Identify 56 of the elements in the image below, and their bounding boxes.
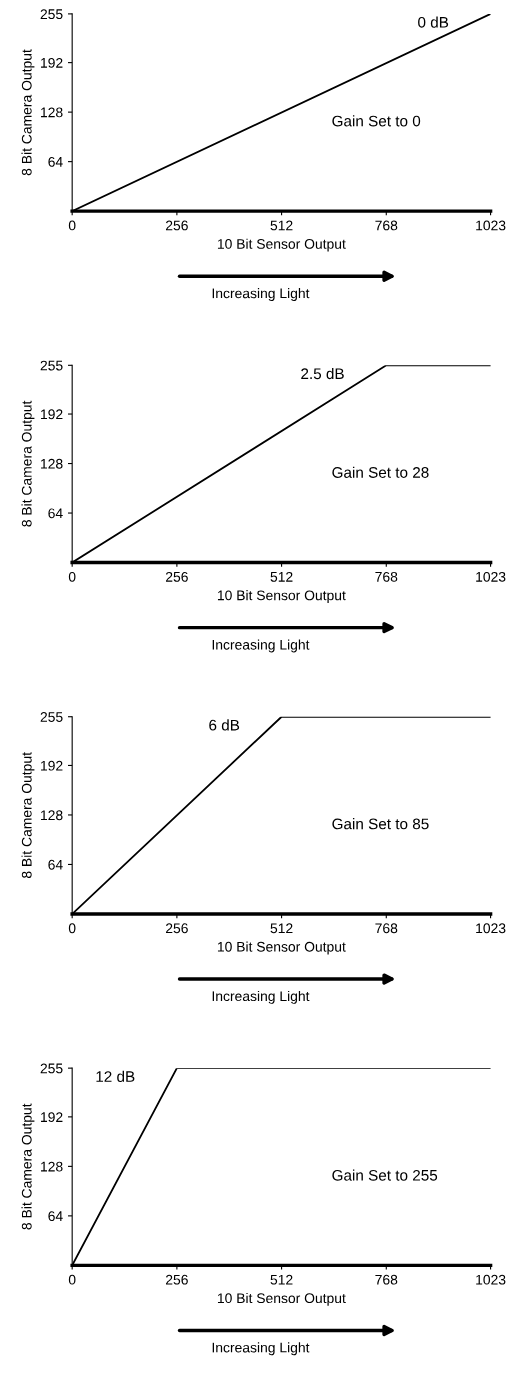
y-tick-label: 64 <box>48 508 63 519</box>
y-tick-label: 192 <box>41 409 63 420</box>
y-axis-title: 8 Bit Camera Output <box>21 1103 35 1230</box>
y-tick-label: 255 <box>40 1063 63 1074</box>
x-tick-label: 512 <box>270 1274 293 1285</box>
y-tick-label: 255 <box>40 360 63 371</box>
annotation: 0 dB <box>418 16 449 28</box>
text: Increasing Light <box>212 639 310 653</box>
x-tick-label: 768 <box>375 1274 398 1285</box>
annotation: Gain Set to 0 <box>332 115 421 127</box>
y-axis-title: 8 Bit Camera Output <box>21 752 35 879</box>
y-tick-label: 255 <box>40 9 63 20</box>
y-tick-label: 192 <box>41 760 63 771</box>
y-tick-label: 255 <box>40 712 63 722</box>
annotation: Gain Set to 85 <box>332 818 429 830</box>
annotation: Gain Set to 28 <box>332 466 429 478</box>
y-tick-label: 128 <box>41 458 63 469</box>
text: Increasing Light <box>212 990 310 1004</box>
x-tick-label: 512 <box>270 923 293 934</box>
x-tick-label: 0 <box>68 220 76 231</box>
y-tick-label: 128 <box>41 107 63 118</box>
text: Increasing Light <box>212 1342 310 1356</box>
y-tick-label: 64 <box>48 156 63 167</box>
text: Increasing Light <box>212 288 310 301</box>
x-tick-label: 1023 <box>476 220 506 231</box>
y-tick-label: 64 <box>48 859 63 870</box>
y-tick-label: 64 <box>48 1211 63 1222</box>
x-tick-label: 768 <box>375 923 398 934</box>
annotation: 2.5 dB <box>301 367 344 380</box>
annotation: 6 dB <box>209 719 240 731</box>
x-tick-label: 256 <box>165 1274 188 1285</box>
x-tick-label: 0 <box>68 571 76 582</box>
x-axis-title: 10 Bit Sensor Output <box>217 590 346 604</box>
y-tick-label: 192 <box>41 1112 63 1123</box>
y-tick-label: 128 <box>41 1161 63 1172</box>
x-axis-title: 10 Bit Sensor Output <box>217 941 346 955</box>
annotation: 12 dB <box>96 1070 135 1082</box>
x-tick-label: 256 <box>165 923 188 934</box>
x-tick-label: 256 <box>165 571 188 582</box>
y-tick-label: 128 <box>41 810 63 821</box>
annotation: Gain Set to 255 <box>332 1169 438 1181</box>
x-tick-label: 1023 <box>476 1274 506 1285</box>
x-tick-label: 768 <box>375 571 398 582</box>
x-tick-label: 512 <box>270 220 293 231</box>
x-tick-label: 256 <box>165 220 188 231</box>
x-tick-label: 512 <box>270 571 293 582</box>
y-tick-label: 192 <box>41 57 63 68</box>
x-tick-label: 0 <box>68 923 76 934</box>
y-axis-title: 8 Bit Camera Output <box>21 49 35 176</box>
x-tick-label: 1023 <box>476 571 506 582</box>
x-tick-label: 1023 <box>476 923 506 934</box>
x-axis-title: 10 Bit Sensor Output <box>217 1292 346 1306</box>
x-tick-label: 768 <box>375 220 398 231</box>
x-axis-title: 10 Bit Sensor Output <box>217 238 346 252</box>
x-tick-label: 0 <box>68 1274 76 1285</box>
y-axis-title: 8 Bit Camera Output <box>21 400 35 527</box>
